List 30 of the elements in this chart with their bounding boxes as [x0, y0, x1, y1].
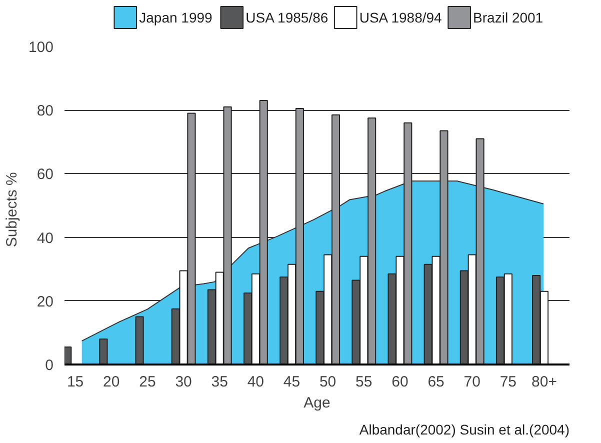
x-tick-label: 60 [392, 374, 408, 390]
x-tick-label: 70 [464, 374, 480, 390]
y-tick-label: 40 [36, 230, 54, 247]
text: Albandar(2002) Susin et al.(2004) [359, 422, 570, 438]
x-tick-label: 15 [66, 374, 84, 390]
x-tick-label: 80+ [532, 374, 558, 390]
x-axis-title: Age [304, 394, 330, 412]
bar [135, 316, 144, 364]
bar [64, 346, 72, 364]
legend-label: USA 1988/94 [359, 10, 442, 26]
x-tick-label: 25 [139, 374, 156, 390]
y-tick-label: 60 [36, 166, 54, 184]
legend-label: USA 1985/86 [246, 10, 328, 26]
y-tick-label: 20 [36, 293, 54, 310]
x-tick-label: 35 [211, 374, 228, 390]
x-tick-label: 20 [103, 374, 120, 390]
y-tick-label: 0 [45, 357, 54, 374]
x-tick-label: 50 [319, 374, 336, 390]
x-tick-label: 55 [356, 374, 372, 390]
bar [99, 338, 108, 364]
x-tick-label: 75 [500, 374, 517, 390]
x-tick-label: 65 [428, 374, 444, 390]
legend-label: Japan 1999 [139, 10, 213, 26]
y-axis-title: Subjects % [3, 172, 20, 248]
y-tick-label: 80 [36, 102, 54, 120]
x-tick-label: 30 [175, 374, 192, 390]
x-tick-label: 40 [247, 374, 264, 390]
legend-label: Brazil 2001 [473, 10, 544, 26]
x-tick-label: 45 [283, 374, 300, 390]
y-tick-label: 100 [28, 39, 54, 56]
